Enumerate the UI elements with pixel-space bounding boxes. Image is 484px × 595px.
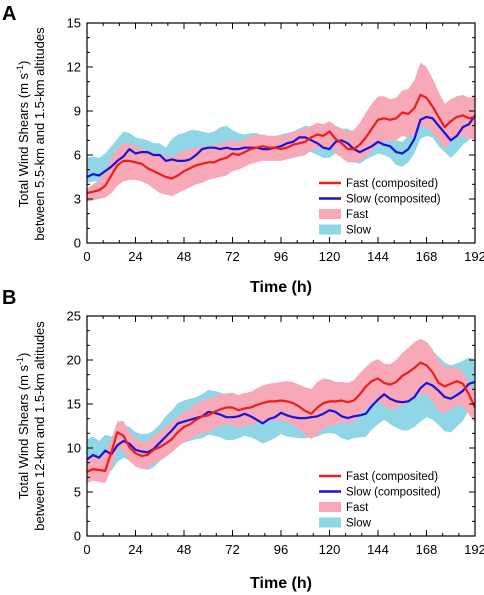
x-tick-label: 24: [128, 542, 142, 557]
x-tick-label: 192: [464, 249, 484, 264]
x-tick-label: 120: [319, 249, 341, 264]
y-tick-label: 25: [67, 309, 81, 324]
y-tick-label: 15: [67, 16, 81, 31]
y-tick-label: 20: [67, 353, 81, 368]
legend-label: Fast (composited): [346, 178, 438, 190]
band-fast: [87, 62, 475, 202]
y-tick-label: 6: [74, 148, 81, 163]
legend-label: Fast: [346, 502, 369, 514]
svg-text:Total Wind Shears (m s-1): Total Wind Shears (m s-1): [15, 61, 31, 208]
y-tick-label: 5: [74, 485, 81, 500]
legend-swatch-band: [319, 209, 341, 219]
legend-label: Slow (composited): [346, 487, 441, 499]
legend-swatch-band: [319, 502, 341, 512]
series-line-slow-composited: [86, 380, 476, 461]
y-axis-title: Total Wind Shears (m s-1) between 12-km …: [15, 321, 47, 531]
y-tick-label: 12: [67, 60, 81, 75]
legend-label: Slow: [346, 518, 372, 530]
x-tick-label: 192: [464, 542, 484, 557]
y-axis-title-line2: between 12-km and 1.5-km altitudes: [32, 321, 47, 531]
y-tick-label: 10: [67, 441, 81, 456]
panel-a: A 0 24 48 72 96 120 144 168 192 0 3 6 9 12 15 Fast (com…: [2, 3, 484, 296]
y-tick-label: 15: [67, 397, 81, 412]
y-axis-title-line1: Total Wind Shears (m s: [16, 72, 31, 207]
x-tick-label: 24: [128, 249, 142, 264]
panel-label: A: [2, 3, 16, 25]
x-tick-label: 72: [225, 542, 239, 557]
y-axis-title-superscript: -1: [15, 65, 25, 73]
legend-label: Slow: [346, 225, 372, 237]
panel-label: B: [2, 287, 16, 309]
y-tick-label: 0: [74, 529, 81, 544]
y-axis-title-line2: between 5.5-km and 1.5-km altitudes: [32, 27, 47, 241]
x-tick-label: 0: [83, 249, 90, 264]
x-tick-label: 96: [274, 542, 288, 557]
y-axis-title-close: ): [16, 61, 31, 65]
y-axis-title: Total Wind Shears (m s-1) between 5.5-km…: [15, 27, 47, 241]
y-tick-label: 9: [74, 104, 81, 119]
x-axis-title: Time (h): [250, 279, 312, 296]
x-tick-label: 168: [416, 542, 438, 557]
legend-label: Fast: [346, 209, 369, 221]
series-line-slow-composited: [86, 114, 476, 178]
legend-swatch-band: [319, 517, 341, 528]
y-tick-label: 3: [74, 192, 81, 207]
legend-label: Slow (composited): [346, 194, 441, 206]
legend: Fast (composited) Slow (composited) Fast Sl…: [319, 471, 441, 530]
x-tick-label: 168: [416, 249, 438, 264]
x-tick-label: 144: [367, 542, 389, 557]
y-axis-title-close: ): [16, 353, 31, 357]
x-tick-label: 120: [319, 542, 341, 557]
series-line-fast-composited: [86, 93, 476, 195]
x-tick-label: 72: [225, 249, 239, 264]
panel-b: B 0 24 48 72 96 120 144 168 192 0 5 10 15 20 25 Fast (c…: [2, 287, 484, 592]
band-fast: [87, 338, 475, 484]
x-tick-label: 144: [367, 249, 389, 264]
legend-label: Fast (composited): [346, 471, 438, 483]
svg-text:Total Wind Shears (m s-1): Total Wind Shears (m s-1): [15, 353, 31, 500]
legend-swatch-band: [319, 224, 341, 235]
y-axis-title-superscript: -1: [15, 357, 25, 365]
legend: Fast (composited) Slow (composited) Fast Sl…: [319, 178, 441, 237]
plot-area: 0 24 48 72 96 120 144 168 192 0 5 10 15 20 25 Fast (com…: [67, 309, 484, 558]
x-tick-label: 96: [274, 249, 288, 264]
y-axis-title-line1: Total Wind Shears (m s: [16, 364, 31, 499]
x-tick-label: 0: [83, 542, 90, 557]
series-line-fast-composited: [86, 361, 476, 473]
x-tick-label: 48: [177, 542, 191, 557]
x-axis-title: Time (h): [250, 575, 312, 592]
x-tick-label: 48: [177, 249, 191, 264]
plot-area: 0 24 48 72 96 120 144 168 192 0 3 6 9 12 15 Fast (compo…: [67, 16, 484, 265]
y-tick-label: 0: [74, 236, 81, 251]
